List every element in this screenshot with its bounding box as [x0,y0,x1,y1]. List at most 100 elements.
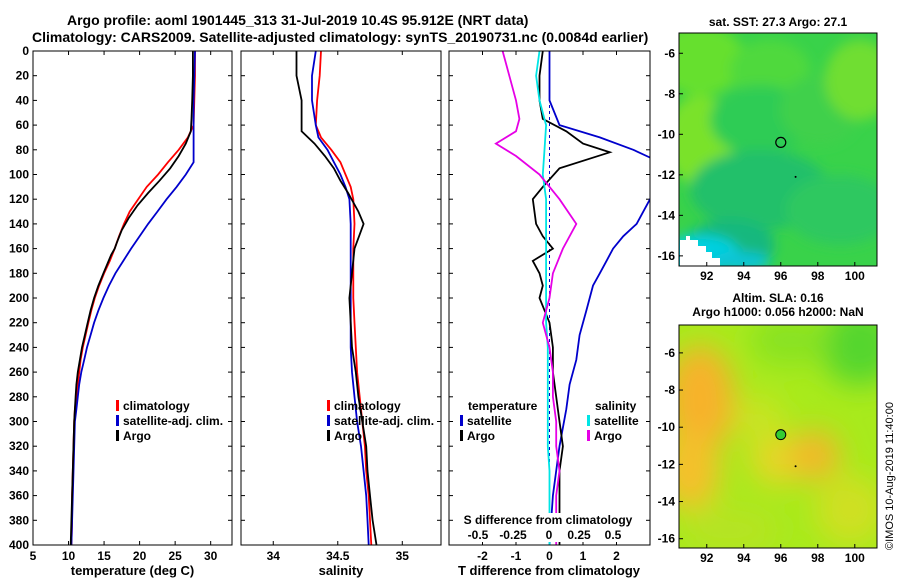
legend-swatch-satellite [116,415,119,426]
sst-map-panel: sat. SST: 27.3 Argo: 27.1 [658,15,878,283]
difference-series [494,51,650,545]
depth-axis: 0 20 40 60 80 100 120 140 160 180 200 220 240 260 280 3… [9,44,232,552]
imos-copyright-label: ©IMOS 10-Aug-2019 11:40:00 [884,402,896,550]
temperature-series [69,51,196,545]
depth-tick-label: 320 [9,439,29,453]
sla-map-panel: Altim. SLA: 0.16 Argo h1000: 0.056 h2000… [658,291,878,565]
x-tick-label: -2 [477,549,488,563]
sst-map-title: sat. SST: 27.3 Argo: 27.1 [709,15,848,29]
map-lon-label: 96 [774,551,788,565]
x-tick-label: 5 [30,549,37,563]
sst-heatmap [679,33,877,266]
map-lon-label: 94 [737,551,751,565]
x-tick-label: 35 [396,549,410,563]
figure-title-line1: Argo profile: aoml 1901445_313 31-Jul-20… [67,12,528,28]
x-tick-label: 1 [580,549,587,563]
salinity-legend: climatology satellite-adj. clim. Argo [327,399,434,443]
map-lat-label: -6 [664,346,675,360]
argo-track-dot [794,175,797,178]
depth-tick-label: 0 [22,44,29,58]
s-tick-label: 0.25 [567,528,591,542]
s-tick-label: -0.25 [499,528,527,542]
legend-label-climatology: climatology [334,399,401,413]
x-tick-label: 15 [97,549,111,563]
x-tick-label: -1 [511,549,522,563]
x-tick-label: 30 [204,549,218,563]
temperature-frame [32,50,233,546]
map-lat-label: -12 [658,457,676,471]
salinity-series [295,51,378,545]
series-line-t-satellite [548,51,650,545]
legend-label-argo: Argo [334,429,362,443]
sst-missing-data-patch [680,236,720,266]
legend-label-t-argo: Argo [467,429,495,443]
difference-panel: -2 -1 0 1 2 T difference from climatology S … [448,50,651,578]
map-lat-label: -10 [658,127,676,141]
x-tick-label: 34 [267,549,281,563]
salinity-plot-area [241,51,441,545]
x-tick-label: 25 [168,549,182,563]
s-tick-label: 0 [546,528,553,542]
depth-tick-label: 360 [9,489,29,503]
depth-tick-label: 260 [9,365,29,379]
s-tick-label: 0.5 [605,528,622,542]
legend-swatch-climatology [116,400,119,411]
temperature-difference-legend: temperature satellite Argo [460,399,538,443]
map-lat-label: -8 [664,87,675,101]
map-lat-label: -12 [658,168,676,182]
map-lat-label: -8 [664,383,675,397]
x-tick-label: 34.5 [326,549,350,563]
sla-heatmap [679,325,877,548]
depth-tick-label: 340 [9,464,29,478]
argo-track-dot [794,465,797,468]
temperature-panel: 0 20 40 60 80 100 120 140 160 180 200 220 240 260 280 3… [9,44,233,578]
depth-tick-label: 380 [9,513,29,527]
map-lat-label: -14 [658,208,676,222]
depth-tick-label: 240 [9,340,29,354]
argo-float-marker [775,136,787,149]
salinity-axis: 34 34.5 35 [267,51,410,563]
x-tick-label: 0 [546,549,553,563]
map-lon-label: 100 [845,269,865,283]
map-lat-label: -16 [658,249,676,263]
legend-label-satellite: satellite-adj. clim. [334,414,434,428]
s-difference-xlabel: S difference from climatology [464,513,633,527]
legend-swatch-argo [327,430,330,441]
legend-swatch-satellite [327,415,330,426]
depth-tick-label: 120 [9,192,29,206]
legend-label-argo: Argo [123,429,151,443]
map-lon-label: 98 [811,551,825,565]
legend-label-t-satellite: satellite [467,414,512,428]
depth-tick-label: 400 [9,538,29,552]
x-tick-label: 20 [133,549,147,563]
depth-tick-label: 180 [9,266,29,280]
s-difference-tick-labels: -0.5 -0.25 0 0.25 0.5 [468,528,622,542]
sla-map-subtitle: Argo h1000: 0.056 h2000: NaN [692,305,863,319]
salinity-xlabel: salinity [319,563,365,578]
map-lat-label: -6 [664,46,675,60]
map-lon-label: 94 [737,269,751,283]
salinity-panel: 34 34.5 35 salinity climatology satellite-… [240,50,442,578]
depth-tick-label: 80 [16,143,30,157]
s-difference-axis-box [456,513,642,542]
map-lon-label: 92 [700,269,714,283]
depth-tick-label: 200 [9,291,29,305]
temperature-legend: climatology satellite-adj. clim. Argo [116,399,223,443]
depth-tick-label: 60 [16,118,30,132]
series-line-satellite-adj-clim- [311,51,370,545]
sla-map-frame [678,324,878,549]
x-tick-label: 2 [613,549,620,563]
salinity-difference-legend: salinity satellite Argo [587,399,639,443]
legend-label-climatology: climatology [123,399,190,413]
t-difference-xlabel: T difference from climatology [458,563,641,578]
sla-map-axes: 92 94 96 98 100 -6 -8 -10 -12 -14 -16 [658,346,865,565]
legend-label-satellite: satellite-adj. clim. [123,414,223,428]
map-lat-label: -10 [658,420,676,434]
depth-tick-label: 40 [16,93,30,107]
series-line-argo [69,51,194,545]
legend-swatch-s-satellite [587,415,590,426]
map-lon-label: 100 [845,551,865,565]
depth-tick-label: 300 [9,415,29,429]
